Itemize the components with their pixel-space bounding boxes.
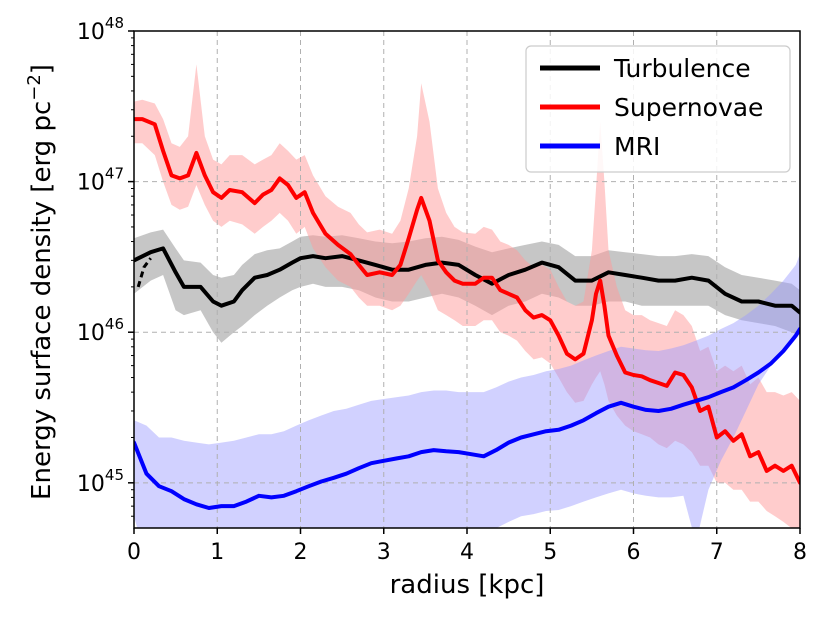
x-tick-label: 4: [460, 540, 474, 565]
y-tick-label: 1046: [77, 315, 124, 346]
x-axis-label: radius [kpc]: [390, 570, 545, 600]
y-tick-labels: 1045 1046 1047 1048: [77, 14, 124, 497]
x-tick-label: 7: [710, 540, 724, 565]
x-tick-label: 8: [793, 540, 807, 565]
y-tick-label: 1047: [77, 165, 124, 196]
y-tick-label: 1048: [77, 14, 124, 45]
series-line-supernovae: [134, 117, 800, 485]
axis-ticks: [128, 30, 801, 534]
legend-box: [525, 45, 791, 173]
y-axis-label-main: Energy surface density [erg pc: [27, 101, 57, 500]
y-axis-label-exponent: −2: [24, 74, 45, 101]
x-tick-label: 6: [627, 540, 641, 565]
series-lines: [134, 117, 800, 510]
legend-label-turbulence: Turbulence: [613, 54, 751, 83]
x-tick-label: 5: [543, 540, 557, 565]
x-tick-label: 3: [377, 540, 391, 565]
x-tick-label: 2: [294, 540, 308, 565]
legend-label-mri: MRI: [614, 132, 660, 161]
band-mri: [134, 254, 800, 528]
x-tick-label: 0: [127, 540, 141, 565]
series-line-turbulence: [134, 246, 800, 315]
legend-label-supernovae: Supernovae: [614, 93, 763, 122]
x-tick-label: 1: [210, 540, 224, 565]
y-axis-label: Energy surface density [erg pc−2]: [24, 64, 57, 500]
series-line-turbulence-dashed: [136, 257, 152, 288]
legend: Turbulence Supernovae MRI: [525, 45, 791, 173]
series-line-mri: [134, 327, 800, 510]
y-axis-label-close: ]: [27, 64, 57, 74]
y-tick-label: 1045: [77, 466, 124, 497]
x-tick-labels: 0 1 2 3 4 5 6 7 8: [127, 540, 807, 565]
